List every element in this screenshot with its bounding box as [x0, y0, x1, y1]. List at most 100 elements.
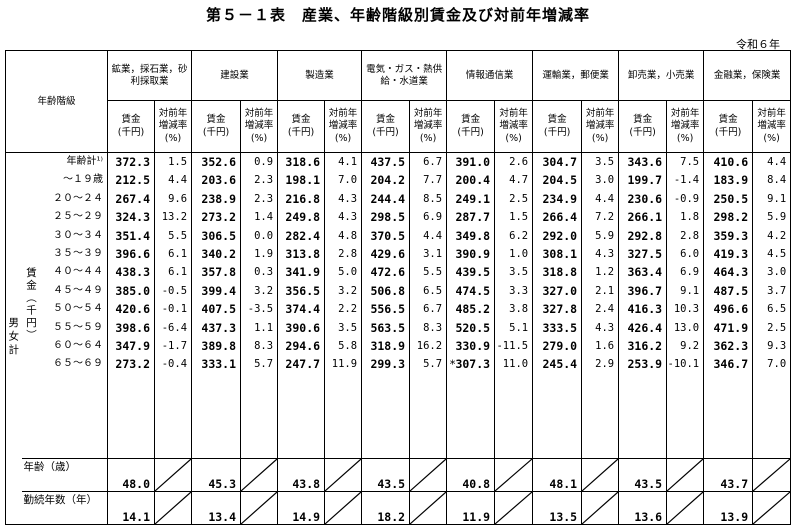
wage-values: 391.0 200.4 249.1 287.7 349.8 390.9 439.5 474.5… — [446, 152, 496, 459]
age-label: ２０～２４ — [53, 192, 104, 204]
age-label: ４０～４４ — [53, 266, 104, 278]
age-labels: 年齢計¹⁾ ～１９歳 ２０～２４ ２５～２９ ３０～３４ ３５～３９ ４０～４４ ４５～４９ ５… — [41, 152, 109, 459]
change-cell: 6.5 — [767, 303, 787, 316]
empty-diagonal-cell — [666, 458, 705, 492]
change-cell: 3.3 — [509, 284, 529, 297]
change-cell: 9.1 — [767, 192, 787, 205]
wage-cell: 245.4 — [542, 357, 578, 372]
change-cell: 3.7 — [767, 284, 787, 297]
age-label: ３５～３９ — [53, 247, 104, 259]
change-cell: 4.7 — [509, 174, 529, 187]
wage-values: 372.3 212.5 267.4 324.3 351.4 396.6 438.3 385.0… — [107, 152, 156, 459]
tenure-cell: 13.6 — [618, 491, 668, 525]
industry-header: 卸売業，小売業 — [618, 50, 705, 101]
wage-cell: 250.5 — [713, 191, 749, 206]
wage-column-header: 賃金 (千円) — [446, 100, 496, 153]
wage-table: 年齢階級 鉱業，採石業，砂利採取業 建設業 製造業 電気・ガス・熱供給・水道業 情報通信… — [4, 50, 792, 525]
wage-cell: 333.5 — [542, 320, 578, 335]
wage-cell: 410.6 — [713, 155, 749, 169]
wage-unit-text: 賃金（千円） — [25, 266, 37, 342]
change-cell: 9.2 — [680, 339, 700, 352]
wage-cell: 520.5 — [455, 320, 491, 335]
wage-cell: 439.5 — [455, 265, 491, 280]
change-cell: -0.9 — [673, 192, 700, 205]
data-row-tenure: 勤続年数（年） 14.1 13.4 14.9 18.2 11.9 13.5 13.6 13.9 — [6, 491, 792, 525]
change-cell: 7.0 — [767, 358, 787, 371]
wage-cell: 356.5 — [285, 283, 321, 298]
empty-diagonal-cell — [409, 458, 448, 492]
wage-cell: 183.9 — [713, 173, 749, 188]
data-row-average-age: 年齢（歳） 48.0 45.3 43.8 43.5 40.8 48.1 43.5 43.7 — [6, 458, 792, 492]
change-cell: 2.1 — [595, 284, 615, 297]
change-cell: 1.2 — [595, 266, 615, 279]
wage-cell: 287.7 — [455, 210, 491, 225]
wage-cell: 230.6 — [627, 191, 663, 206]
tenure-cell: 18.2 — [361, 491, 411, 525]
change-cell: 5.9 — [767, 211, 787, 224]
change-cell: 3.0 — [767, 266, 787, 279]
change-values: 6.7 7.7 8.5 6.9 4.4 3.1 5.5 6.5 6.7 8.3 16.2 5.7 — [409, 152, 448, 459]
wage-cell: 496.6 — [713, 302, 749, 317]
wage-cell: 556.5 — [370, 302, 406, 317]
wage-cell: 313.8 — [285, 246, 321, 261]
change-cell: 4.3 — [595, 321, 615, 334]
wage-cell: 292.0 — [542, 228, 578, 243]
wage-cell: 212.5 — [115, 173, 151, 188]
wage-cell: 396.6 — [115, 246, 151, 261]
change-cell: 5.7 — [254, 358, 274, 371]
change-cell: 5.5 — [423, 266, 443, 279]
empty-diagonal-cell — [324, 491, 363, 525]
change-cell: 7.5 — [680, 156, 700, 168]
empty-diagonal-cell — [752, 491, 792, 525]
wage-cell: 327.0 — [542, 283, 578, 298]
age-label: ５０～５４ — [53, 303, 104, 315]
average-age-cell: 48.1 — [532, 458, 583, 492]
change-cell: 2.8 — [338, 247, 358, 260]
age-label: ４５～４９ — [53, 284, 104, 296]
age-label: ３０～３４ — [53, 229, 104, 241]
empty-diagonal-cell — [409, 491, 448, 525]
industry-header: 製造業 — [277, 50, 363, 101]
industry-header: 鉱業，採石業，砂利採取業 — [107, 50, 193, 101]
wage-cell: 385.0 — [115, 283, 151, 298]
wage-cell: 399.4 — [201, 283, 237, 298]
wage-cell: 389.8 — [201, 338, 237, 353]
wage-cell: 333.1 — [201, 357, 237, 372]
change-cell: 5.9 — [595, 229, 615, 242]
change-cell: 0.0 — [254, 229, 274, 242]
wage-cell: 398.6 — [115, 320, 151, 335]
change-cell: 1.0 — [509, 247, 529, 260]
change-cell: 4.2 — [767, 229, 787, 242]
change-cell: 3.5 — [338, 321, 358, 334]
change-cell: 3.5 — [595, 156, 615, 168]
change-column-header: 対前年 増減率 (%) — [666, 100, 705, 153]
change-cell: 4.3 — [338, 192, 358, 205]
wage-cell: 200.4 — [455, 173, 491, 188]
wage-cell: 420.6 — [115, 302, 151, 317]
change-cell: 1.1 — [254, 321, 274, 334]
empty-diagonal-cell — [581, 491, 620, 525]
average-age-cell: 48.0 — [107, 458, 156, 492]
era-label: 令和６年 — [736, 38, 780, 51]
wage-cell: 359.3 — [713, 228, 749, 243]
wage-cell: 306.5 — [201, 228, 237, 243]
change-column-header: 対前年 増減率 (%) — [752, 100, 792, 153]
wage-column-header: 賃金 (千円) — [532, 100, 583, 153]
change-cell: 4.4 — [423, 229, 443, 242]
wage-cell: 253.9 — [627, 357, 663, 372]
wage-cell: 203.6 — [201, 173, 237, 188]
change-cell: 3.0 — [595, 174, 615, 187]
wage-column-header: 賃金 (千円) — [361, 100, 411, 153]
wage-cell: 273.2 — [201, 210, 237, 225]
change-cell: 2.2 — [338, 303, 358, 316]
wage-cell: 292.8 — [627, 228, 663, 243]
change-values: 1.5 4.4 9.6 13.2 5.5 6.1 6.1 -0.5 -0.1 -6.4 -1.7 -0… — [154, 152, 193, 459]
change-cell: 13.2 — [161, 211, 188, 224]
wage-column-header: 賃金 (千円) — [107, 100, 156, 153]
wage-cell: 464.3 — [713, 265, 749, 280]
change-cell: 1.8 — [680, 211, 700, 224]
wage-cell: 249.8 — [285, 210, 321, 225]
change-cell: 5.1 — [509, 321, 529, 334]
wage-values: 410.6 183.9 250.5 298.2 359.3 419.3 464.3 487.5… — [703, 152, 754, 459]
change-cell: 4.3 — [338, 211, 358, 224]
